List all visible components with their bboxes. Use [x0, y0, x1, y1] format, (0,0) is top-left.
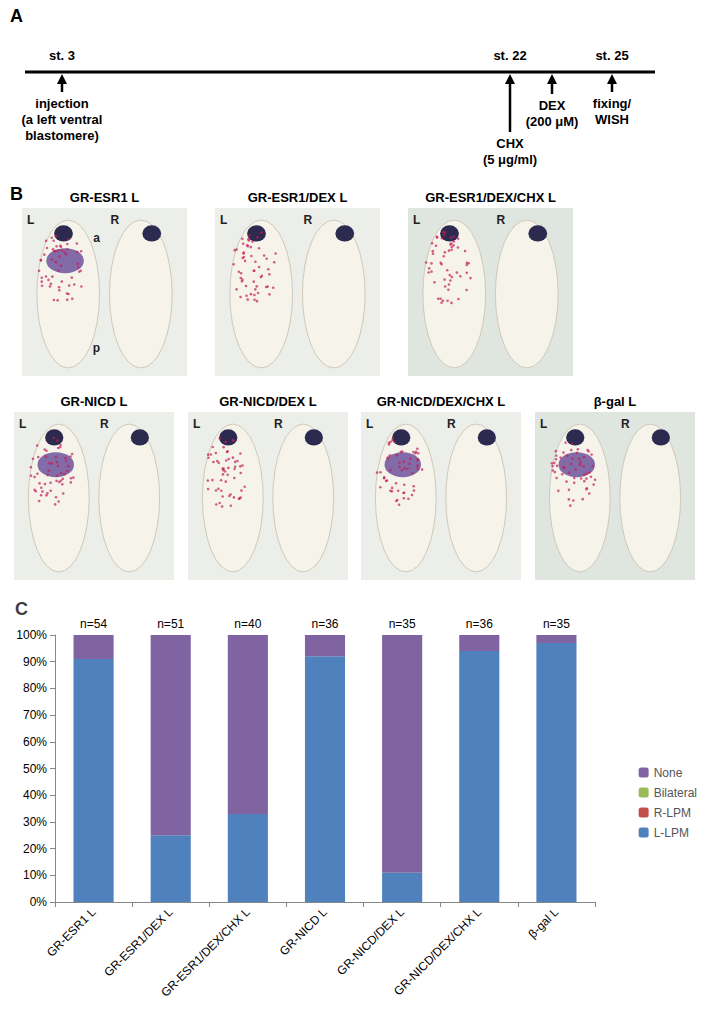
- svg-text:n=35: n=35: [389, 617, 416, 631]
- svg-text:st. 25: st. 25: [595, 48, 628, 63]
- svg-text:(a left ventral: (a left ventral: [22, 112, 103, 127]
- svg-text:GR-ESR1 L: GR-ESR1 L: [70, 190, 139, 205]
- svg-text:R: R: [447, 417, 456, 431]
- svg-text:n=40: n=40: [234, 617, 261, 631]
- svg-text:GR-NICD/DEX L: GR-NICD/DEX L: [219, 394, 317, 409]
- svg-text:30%: 30%: [23, 815, 47, 829]
- svg-text:L: L: [540, 417, 547, 431]
- svg-text:GR-ESR1/DEX L: GR-ESR1/DEX L: [248, 190, 348, 205]
- svg-text:R: R: [304, 213, 313, 227]
- svg-text:injection: injection: [35, 96, 89, 111]
- svg-text:n=35: n=35: [543, 617, 570, 631]
- svg-text:st. 3: st. 3: [49, 48, 75, 63]
- svg-text:GR-ESR1/DEX/CHX L: GR-ESR1/DEX/CHX L: [425, 190, 556, 205]
- svg-text:R: R: [100, 417, 109, 431]
- svg-text:GR-ESR1 L: GR-ESR1 L: [44, 905, 99, 960]
- svg-text:blastomere): blastomere): [25, 128, 99, 143]
- svg-text:(5 μg/ml): (5 μg/ml): [483, 152, 537, 167]
- svg-text:R-LPM: R-LPM: [654, 806, 691, 820]
- svg-text:fixing/: fixing/: [593, 96, 632, 111]
- svg-text:n=51: n=51: [157, 617, 184, 631]
- svg-text:WISH: WISH: [595, 112, 629, 127]
- svg-text:40%: 40%: [23, 788, 47, 802]
- svg-text:(200 μM): (200 μM): [526, 114, 579, 129]
- svg-text:10%: 10%: [23, 868, 47, 882]
- svg-text:B: B: [10, 184, 23, 204]
- svg-text:GR-ESR1/DEX L: GR-ESR1/DEX L: [101, 905, 176, 980]
- svg-text:n=54: n=54: [80, 617, 107, 631]
- svg-text:R: R: [497, 213, 506, 227]
- svg-text:p: p: [93, 341, 100, 355]
- svg-text:80%: 80%: [23, 681, 47, 695]
- svg-text:GR-NICD/DEX L: GR-NICD/DEX L: [334, 905, 407, 978]
- svg-text:None: None: [654, 766, 683, 780]
- svg-text:L: L: [27, 213, 34, 227]
- svg-text:R: R: [111, 213, 120, 227]
- svg-text:A: A: [10, 6, 23, 26]
- svg-text:100%: 100%: [16, 628, 47, 642]
- svg-text:R: R: [621, 417, 630, 431]
- svg-text:L: L: [19, 417, 26, 431]
- svg-text:L-LPM: L-LPM: [654, 826, 689, 840]
- svg-text:GR-NICD/DEX/CHX L: GR-NICD/DEX/CHX L: [391, 905, 484, 998]
- svg-text:L: L: [413, 213, 420, 227]
- svg-text:60%: 60%: [23, 735, 47, 749]
- svg-text:L: L: [366, 417, 373, 431]
- svg-text:70%: 70%: [23, 708, 47, 722]
- svg-text:CHX: CHX: [496, 136, 524, 151]
- svg-text:GR-NICD/DEX/CHX L: GR-NICD/DEX/CHX L: [377, 394, 506, 409]
- svg-text:a: a: [93, 231, 100, 245]
- svg-text:L: L: [193, 417, 200, 431]
- svg-text:50%: 50%: [23, 762, 47, 776]
- svg-text:0%: 0%: [30, 895, 48, 909]
- svg-text:st. 22: st. 22: [493, 48, 526, 63]
- svg-text:n=36: n=36: [311, 617, 338, 631]
- svg-text:C: C: [15, 599, 28, 619]
- svg-text:DEX: DEX: [539, 98, 566, 113]
- svg-text:n=36: n=36: [466, 617, 493, 631]
- svg-text:β-gal L: β-gal L: [525, 905, 561, 941]
- svg-text:GR-NICD L: GR-NICD L: [277, 905, 330, 958]
- svg-text:90%: 90%: [23, 655, 47, 669]
- svg-text:20%: 20%: [23, 842, 47, 856]
- svg-text:β-gal L: β-gal L: [594, 394, 637, 409]
- svg-text:Bilateral: Bilateral: [654, 786, 697, 800]
- svg-text:L: L: [220, 213, 227, 227]
- svg-text:GR-NICD L: GR-NICD L: [60, 394, 127, 409]
- svg-text:GR-ESR1/DEX/CHX L: GR-ESR1/DEX/CHX L: [158, 905, 253, 1000]
- svg-text:R: R: [274, 417, 283, 431]
